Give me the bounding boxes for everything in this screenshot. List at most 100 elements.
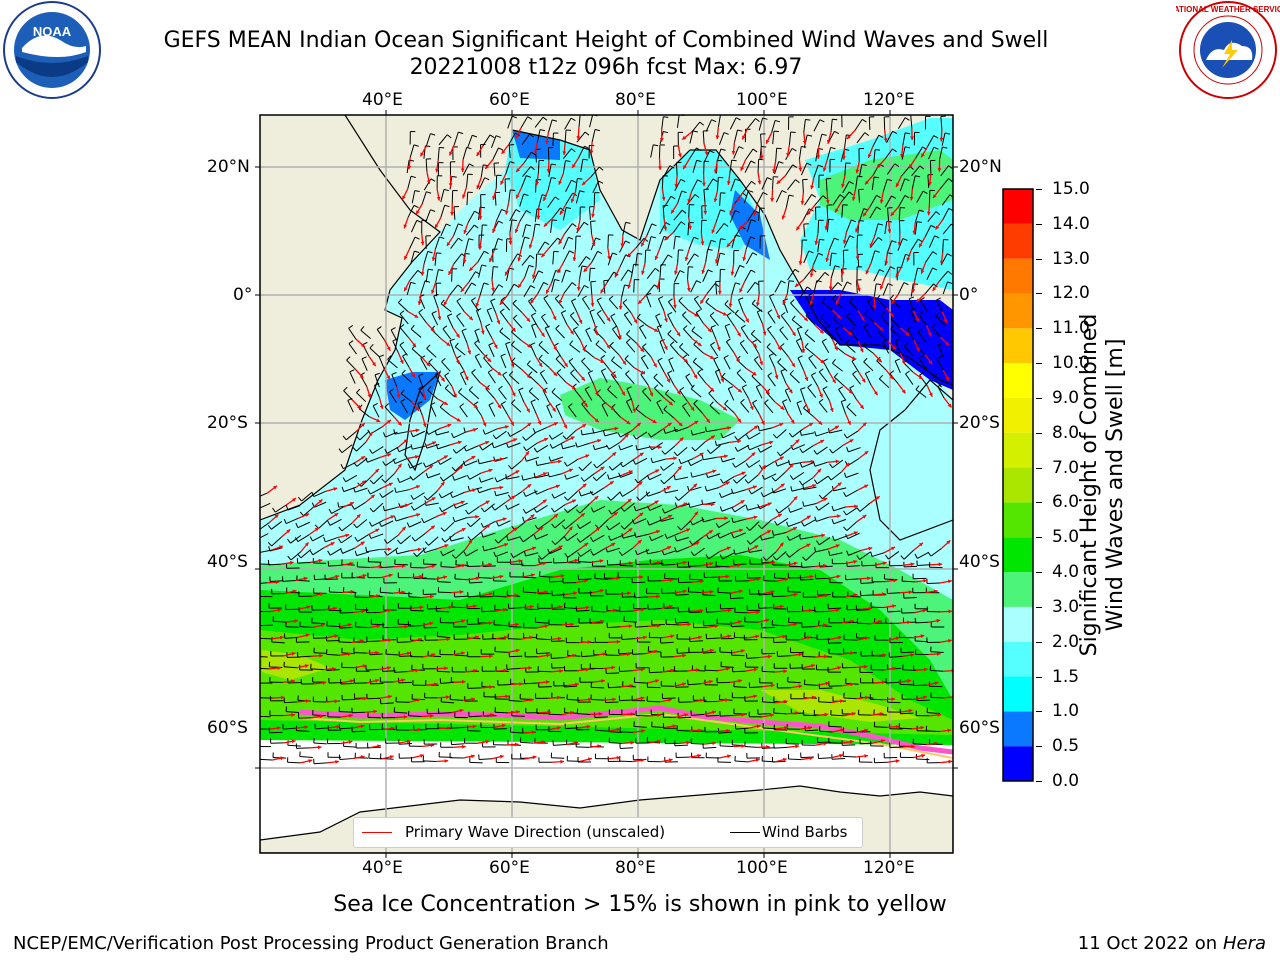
wind-barb-feather: [642, 387, 647, 392]
wind-barb: [493, 595, 507, 598]
wind-barb: [759, 427, 773, 432]
wind-barb-feather: [267, 525, 272, 530]
wind-barb-feather: [796, 400, 802, 404]
wind-barb: [635, 457, 648, 465]
wind-barb: [398, 302, 409, 312]
wave-direction-arrowhead: [867, 576, 871, 581]
wind-barb: [830, 265, 836, 279]
wind-barb: [537, 282, 545, 295]
wave-direction-arrowhead: [714, 624, 719, 629]
wind-barb: [358, 408, 370, 418]
wind-barb-feather: [635, 445, 638, 451]
wind-barb: [774, 280, 782, 293]
wind-barb: [668, 359, 675, 372]
wave-direction-arrowhead: [591, 242, 596, 247]
wave-direction-arrowhead: [891, 300, 895, 305]
wave-direction-arrowhead: [525, 451, 529, 456]
wind-barb: [673, 221, 682, 233]
wind-barb: [357, 566, 371, 568]
wind-barb: [898, 195, 906, 208]
wind-barb: [688, 683, 702, 686]
wind-barb-feather: [397, 539, 402, 545]
wind-barb: [420, 280, 426, 294]
wind-barb: [285, 626, 299, 628]
wave-direction-arrowhead: [730, 271, 735, 276]
wind-barb-feather: [590, 507, 594, 513]
wave-direction-arrowhead: [622, 360, 626, 365]
wind-barb: [744, 621, 758, 623]
wind-barb: [887, 207, 890, 222]
wind-barb: [552, 207, 561, 219]
wave-direction-arrowhead: [460, 500, 465, 505]
wind-barb: [755, 386, 763, 399]
wave-direction-arrowhead: [819, 393, 823, 398]
wind-barb: [635, 408, 647, 418]
wind-barb: [449, 340, 455, 354]
wind-barb: [417, 403, 423, 416]
wind-barb: [761, 626, 775, 629]
wave-direction-arrowhead: [401, 526, 406, 531]
wind-barb-feather: [618, 472, 621, 478]
wind-barb-feather: [598, 166, 604, 171]
wind-barb: [706, 428, 720, 433]
wind-barb-feather: [511, 340, 515, 346]
wind-barb-feather: [646, 292, 652, 296]
wave-direction-arrowhead: [784, 577, 789, 582]
wind-barb: [455, 445, 467, 454]
wind-barb-feather: [890, 315, 895, 320]
wind-barb: [903, 549, 914, 560]
wave-direction-arrowhead: [435, 224, 439, 229]
wave-direction-arrowhead: [499, 457, 504, 462]
wave-direction-arrowhead: [594, 418, 599, 423]
nws-logo: NATIONAL WEATHER SERVICE: [1176, 1, 1280, 99]
wind-barb: [918, 358, 928, 370]
wave-direction-arrowhead: [910, 136, 914, 140]
wind-barb: [541, 550, 553, 560]
wind-barb-feather: [494, 539, 499, 544]
wind-barb-feather: [752, 399, 758, 404]
wind-barb: [374, 385, 380, 398]
wave-direction-arrowhead: [753, 211, 757, 216]
wind-barb: [440, 566, 454, 568]
wind-barb: [715, 223, 725, 234]
wind-barb: [675, 476, 689, 481]
wave-direction-arrowhead: [531, 274, 536, 279]
wind-barb: [487, 371, 496, 384]
wind-barb: [726, 315, 735, 327]
wind-barb-feather: [476, 487, 480, 493]
wind-barb: [506, 476, 520, 480]
wind-barb: [610, 491, 621, 501]
wind-barb: [471, 372, 481, 383]
wind-barb: [550, 219, 553, 233]
wave-direction-arrowhead: [682, 589, 687, 594]
wind-barb-feather: [904, 195, 910, 199]
wave-direction-arrowhead: [793, 527, 798, 531]
wave-direction-arrowhead: [356, 514, 361, 519]
wind-barb-feather: [626, 386, 632, 390]
wave-direction-arrowhead: [628, 528, 633, 532]
wind-barb: [454, 578, 468, 581]
wind-barb: [911, 175, 916, 189]
wave-direction-arrowhead: [544, 624, 549, 629]
wind-barb: [399, 327, 409, 338]
wind-barb-feather: [801, 146, 807, 148]
wave-direction-arrowhead: [667, 546, 672, 550]
wind-barb: [622, 596, 636, 598]
wind-barb: [626, 333, 637, 344]
wind-barb-feather: [692, 130, 698, 133]
wind-barb: [611, 360, 623, 369]
wind-barb: [589, 311, 595, 324]
wave-direction-arrowhead: [641, 270, 645, 275]
wave-direction-arrowhead: [731, 150, 736, 155]
wind-barb: [395, 489, 409, 493]
wind-barb-feather: [522, 436, 527, 441]
wave-direction-arrowhead: [505, 271, 509, 276]
wind-barb: [356, 457, 368, 467]
wave-direction-arrowhead: [767, 502, 772, 506]
wind-barb-feather: [669, 165, 675, 169]
wind-barb-feather: [663, 487, 666, 493]
wind-barb: [372, 405, 380, 418]
wave-direction-arrowhead: [330, 542, 335, 546]
wind-barb: [890, 328, 902, 338]
wind-barb-feather: [741, 384, 747, 388]
